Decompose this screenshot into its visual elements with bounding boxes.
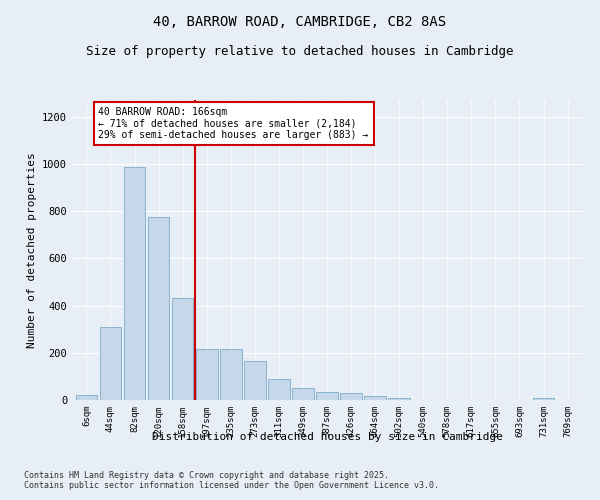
Bar [533, 398, 554, 400]
Bar [172, 298, 193, 400]
Bar [100, 327, 121, 400]
Text: Size of property relative to detached houses in Cambridge: Size of property relative to detached ho… [86, 45, 514, 58]
Y-axis label: Number of detached properties: Number of detached properties [26, 152, 37, 348]
Bar [148, 217, 169, 400]
Bar [268, 378, 290, 400]
Bar [340, 393, 362, 400]
Text: Distribution of detached houses by size in Cambridge: Distribution of detached houses by size … [151, 432, 503, 442]
Bar [292, 388, 314, 400]
Bar [388, 398, 410, 400]
Bar [124, 168, 145, 400]
Bar [196, 349, 218, 400]
Bar [364, 396, 386, 400]
Bar [244, 361, 266, 400]
Bar [220, 349, 242, 400]
Text: Contains HM Land Registry data © Crown copyright and database right 2025.
Contai: Contains HM Land Registry data © Crown c… [24, 470, 439, 490]
Bar [76, 395, 97, 400]
Text: 40 BARROW ROAD: 166sqm
← 71% of detached houses are smaller (2,184)
29% of semi-: 40 BARROW ROAD: 166sqm ← 71% of detached… [98, 107, 369, 140]
Bar [316, 392, 338, 400]
Text: 40, BARROW ROAD, CAMBRIDGE, CB2 8AS: 40, BARROW ROAD, CAMBRIDGE, CB2 8AS [154, 15, 446, 29]
